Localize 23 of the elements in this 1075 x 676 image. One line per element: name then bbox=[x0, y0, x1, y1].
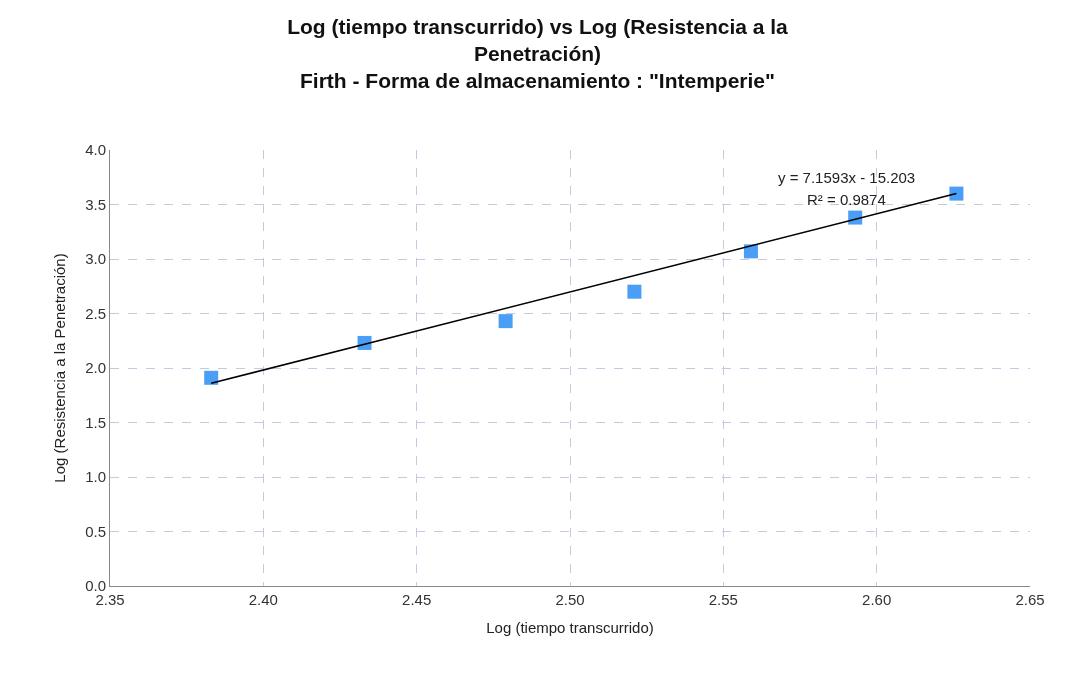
x-tick-label: 2.55 bbox=[708, 591, 738, 608]
y-tick-label: 2.0 bbox=[85, 359, 106, 377]
x-tick-label: 2.45 bbox=[402, 591, 432, 608]
annotation: R² = 0.9874 bbox=[807, 191, 886, 208]
annotation: y = 7.1593x - 15.203 bbox=[778, 169, 916, 186]
y-tick-label: 3.0 bbox=[85, 250, 106, 268]
x-tick-label: 2.50 bbox=[555, 591, 585, 608]
x-tick-label: 2.65 bbox=[1015, 591, 1045, 608]
y-tick-label: 3.5 bbox=[85, 195, 106, 213]
y-axis-title: Log (Resistencia a la Penetración) bbox=[51, 253, 69, 483]
point bbox=[204, 370, 219, 385]
x-tick-label: 2.40 bbox=[248, 591, 278, 608]
x-axis-title: Log (tiempo transcurrido) bbox=[486, 619, 654, 636]
y-tick-label: 1.5 bbox=[85, 413, 106, 431]
y-tick-label: 4.0 bbox=[85, 141, 106, 159]
y-tick-label: 1.0 bbox=[85, 468, 106, 486]
y-tick-label: 0.5 bbox=[85, 522, 106, 540]
chart-title: Log (tiempo transcurrido) vs Log (Resistencia a la Penetración) Firth - Forma de almacenamiento : "Intemperie" bbox=[287, 14, 789, 93]
x-tick-label: 2.60 bbox=[862, 591, 892, 608]
point bbox=[627, 284, 642, 299]
point bbox=[498, 314, 513, 329]
y-tick-label: 2.5 bbox=[85, 304, 106, 322]
point bbox=[949, 186, 964, 201]
